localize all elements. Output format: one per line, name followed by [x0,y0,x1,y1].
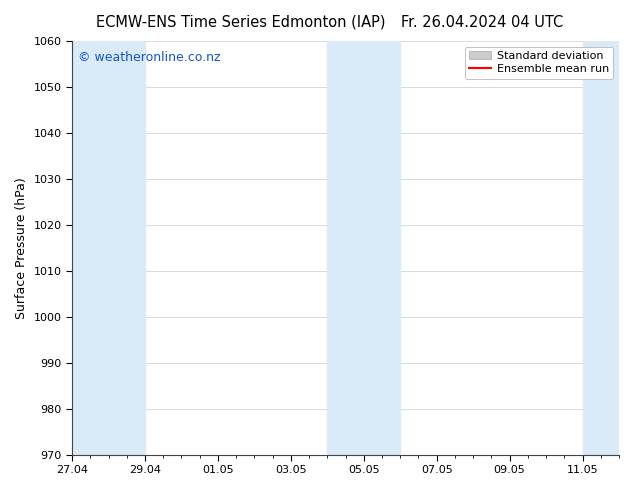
Y-axis label: Surface Pressure (hPa): Surface Pressure (hPa) [15,177,28,318]
Legend: Standard deviation, Ensemble mean run: Standard deviation, Ensemble mean run [465,47,614,79]
Text: Fr. 26.04.2024 04 UTC: Fr. 26.04.2024 04 UTC [401,15,563,30]
Bar [72,41,145,455]
Text: ECMW-ENS Time Series Edmonton (IAP): ECMW-ENS Time Series Edmonton (IAP) [96,15,385,30]
Text: © weatheronline.co.nz: © weatheronline.co.nz [77,51,220,64]
Bar [583,41,619,455]
Bar [327,41,400,455]
